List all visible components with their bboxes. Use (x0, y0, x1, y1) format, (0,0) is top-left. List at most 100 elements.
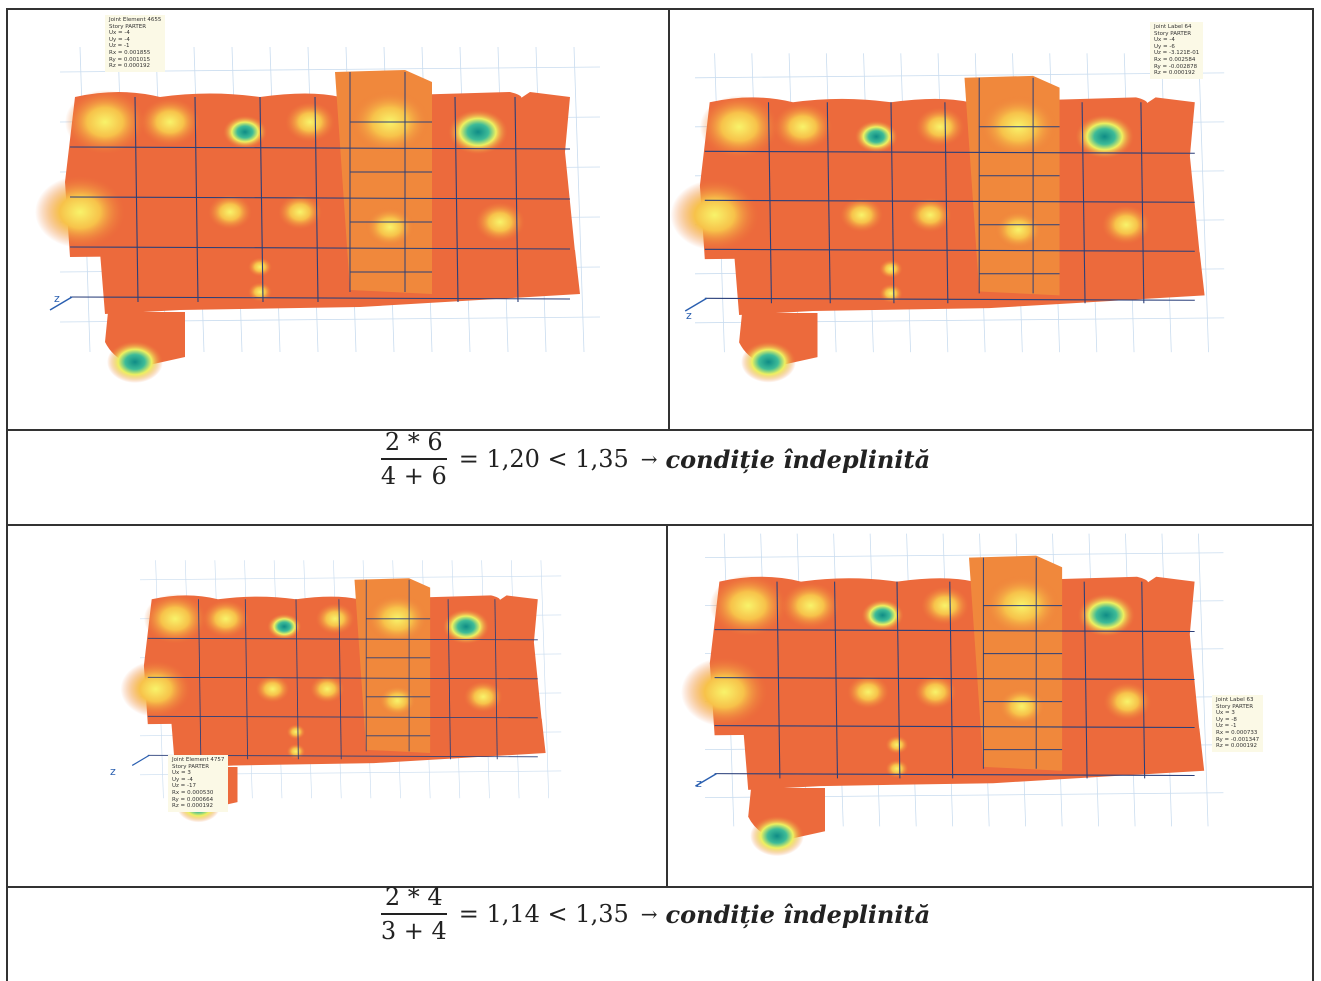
info-box: Joint Element 4757Story PARTERUx = 3Uy =… (168, 755, 228, 812)
hotspot (140, 98, 200, 146)
contour-plot (35, 47, 600, 383)
info-line: Rz = 0.000192 (1216, 743, 1259, 750)
hotspot (65, 90, 145, 154)
hotspot (879, 259, 903, 278)
hotspot (208, 194, 252, 229)
bg-grid (1198, 534, 1208, 827)
info-line: Uz = -17 (172, 783, 224, 790)
numerator: 2 * 6 (381, 428, 447, 460)
info-line: Uz = -1 (109, 43, 161, 50)
info-line: Ry = 0.000664 (172, 797, 224, 804)
rule (666, 524, 668, 887)
hotspot (840, 198, 883, 232)
hotspot (847, 675, 889, 709)
hotspot (998, 687, 1046, 725)
info-line: Ux = -4 (109, 30, 161, 37)
hotspot (285, 102, 335, 142)
bg-grid (541, 560, 549, 798)
arrow: → (641, 447, 658, 471)
info-line: Joint Label 63 (1216, 697, 1259, 704)
info-line: Uy = -6 (1154, 44, 1199, 51)
info-line: Rx = 0.002584 (1154, 57, 1199, 64)
hotspot (365, 207, 415, 247)
rule (668, 8, 670, 430)
info-line: Ry = -0.002878 (1154, 64, 1199, 71)
fraction: 2 * 43 + 4 (377, 883, 451, 945)
hotspot (287, 724, 306, 739)
bg-grid (574, 47, 584, 352)
result: = 1,20 < 1,35 (459, 445, 629, 473)
hotspot (1077, 594, 1135, 637)
result: = 1,14 < 1,35 (459, 900, 629, 928)
info-box: Joint Label 63Story PARTERUx = 3Uy = -8U… (1212, 695, 1263, 752)
axis-label: z (696, 777, 702, 790)
hotspot (909, 198, 952, 232)
hotspot (248, 257, 272, 276)
info-line: Story PARTER (1216, 704, 1259, 711)
info-line: Rz = 0.000192 (109, 63, 161, 70)
hotspot (35, 176, 125, 248)
hotspot (310, 675, 344, 702)
hotspot (378, 685, 417, 716)
axis-label: z (110, 765, 116, 778)
hotspot (773, 103, 832, 150)
hotspot (916, 107, 965, 146)
info-line: Rz = 0.000192 (172, 803, 224, 810)
hotspot (443, 609, 490, 644)
info-line: Story PARTER (172, 764, 224, 771)
denominator: 3 + 4 (377, 915, 451, 945)
rule (6, 8, 1314, 10)
slab (100, 250, 580, 314)
info-line: Story PARTER (1154, 31, 1199, 38)
hotspot (121, 661, 191, 717)
conclusion: condiție îndeplinită (666, 900, 931, 929)
hotspot (710, 575, 787, 636)
page: Joint Element 4655Story PARTERUx = -4Uy … (0, 0, 1321, 981)
axis-arrow (132, 755, 149, 765)
contour-plot (671, 53, 1225, 382)
hotspot (278, 194, 322, 229)
info-line: Story PARTER (109, 24, 161, 31)
denominator: 4 + 6 (377, 460, 451, 490)
slab (743, 728, 1204, 789)
bg-grid (140, 576, 561, 580)
axis-label: z (686, 309, 692, 322)
axis-label: z (54, 292, 60, 305)
hotspot (782, 583, 840, 629)
numerator: 2 * 4 (381, 883, 447, 915)
hotspot (741, 341, 796, 382)
info-line: Uy = -4 (172, 777, 224, 784)
hotspot (879, 284, 903, 303)
hotspot (202, 600, 249, 637)
bg-grid (1199, 53, 1209, 352)
info-line: Rx = 0.000733 (1216, 730, 1259, 737)
hotspot (700, 95, 778, 158)
plots (0, 0, 1321, 981)
bg-grid (705, 553, 1223, 558)
info-line: Uz = -3.121E-01 (1154, 50, 1199, 57)
info-line: Ry = 0.001015 (109, 57, 161, 64)
hotspot (1075, 115, 1134, 159)
hotspot (885, 760, 908, 778)
arrow: → (641, 902, 658, 926)
info-line: Ux = 3 (1216, 710, 1259, 717)
hotspot (107, 341, 163, 383)
info-line: Joint Label 64 (1154, 24, 1199, 31)
info-line: Uy = -8 (1216, 717, 1259, 724)
info-line: Ux = 3 (172, 770, 224, 777)
rule (6, 8, 8, 981)
hotspot (248, 282, 272, 301)
hotspot (287, 744, 306, 759)
slab (734, 252, 1204, 315)
hotspot (144, 594, 206, 644)
info-line: Rx = 0.001855 (109, 50, 161, 57)
hotspot (750, 816, 804, 856)
info-line: Rx = 0.000530 (172, 790, 224, 797)
hotspot (681, 657, 767, 726)
info-line: Ry = -0.001347 (1216, 737, 1259, 744)
conclusion: condiție îndeplinită (666, 445, 931, 474)
